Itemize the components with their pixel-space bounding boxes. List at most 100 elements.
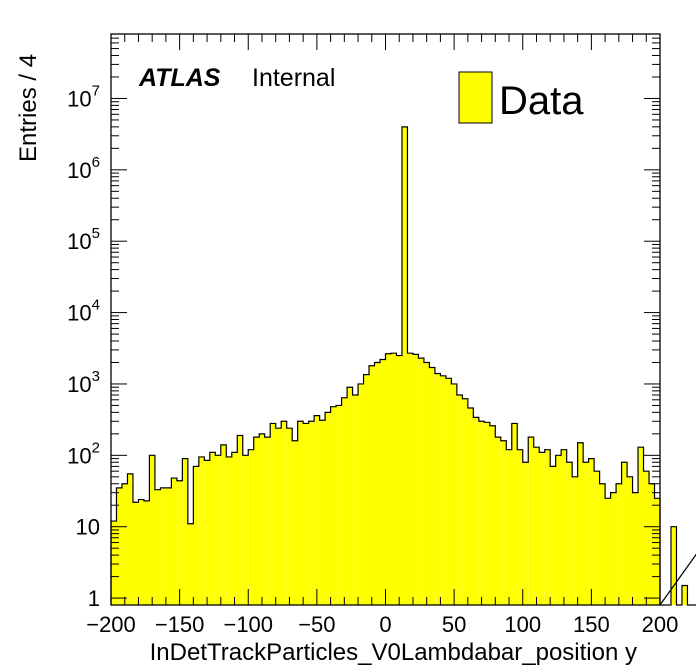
- histogram-bar: [380, 359, 386, 605]
- histogram-bar: [500, 440, 507, 605]
- histogram-bar: [385, 353, 391, 605]
- y-tick-label: 10: [76, 515, 100, 540]
- histogram-bar: [594, 471, 600, 605]
- histogram-bar: [369, 365, 375, 605]
- histogram-bar: [440, 375, 446, 605]
- y-axis-ticks: [111, 33, 660, 599]
- histogram-bar: [171, 478, 177, 605]
- atlas-label: ATLAS: [138, 64, 221, 92]
- histogram-bar: [319, 420, 326, 605]
- y-tick-label: 104: [67, 297, 100, 326]
- histogram-bar: [347, 387, 353, 605]
- x-axis-tick-labels: −200 −150 −100 −50 0 50 100 150 200: [86, 612, 678, 637]
- histogram-bar: [610, 492, 617, 605]
- histogram-bar: [489, 425, 496, 605]
- histogram-bar: [434, 373, 441, 605]
- histogram-bar: [154, 489, 161, 605]
- histogram-bar: [248, 449, 254, 605]
- histogram-bar: [215, 455, 221, 605]
- histogram-bar: [555, 455, 562, 605]
- histogram-bar: [451, 383, 457, 605]
- y-tick-label: 103: [67, 368, 100, 397]
- histogram-bar: [237, 435, 243, 605]
- histogram-bar: [358, 383, 364, 605]
- x-axis-ticks: [110, 34, 661, 605]
- x-tick-label: 200: [642, 612, 679, 637]
- histogram-bar: [401, 126, 408, 605]
- histogram-bar: [517, 449, 523, 605]
- histogram-bar: [149, 455, 155, 605]
- x-tick-label: −150: [155, 612, 205, 637]
- histogram-bar: [396, 355, 402, 605]
- legend-label: Data: [499, 79, 584, 123]
- y-axis-title: Entries / 4: [15, 54, 42, 162]
- histogram-bar: [550, 466, 556, 605]
- histogram-bar: [160, 487, 166, 605]
- histogram-bar: [314, 415, 320, 605]
- y-tick-label: 107: [67, 82, 100, 111]
- histogram-bar: [495, 437, 501, 605]
- histogram-bar: [336, 405, 342, 605]
- histogram-bar: [649, 483, 655, 605]
- histogram-bar: [253, 437, 260, 605]
- histogram-bar: [561, 449, 567, 605]
- histogram-bar: [572, 476, 578, 605]
- y-tick-label: 106: [67, 154, 100, 183]
- y-axis-tick-labels: 1 10 102 103 104 105 106 107: [67, 82, 100, 611]
- x-tick-label: 100: [504, 612, 541, 637]
- histogram-bar: [621, 462, 628, 605]
- histogram-bar: [341, 397, 348, 605]
- atlas-status-label: Internal: [252, 64, 335, 92]
- histogram-bar: [182, 458, 188, 605]
- histogram-bar: [511, 423, 518, 605]
- histogram-bar: [588, 458, 595, 605]
- histogram-bar: [303, 423, 309, 605]
- histogram-bar: [116, 487, 122, 605]
- histogram-bar: [297, 421, 304, 605]
- x-tick-label: −200: [86, 612, 136, 637]
- x-axis-title: InDetTrackParticles_V0Lambdabar_position…: [150, 639, 637, 666]
- histogram-bars: [110, 126, 696, 606]
- y-tick-label: 105: [67, 225, 100, 254]
- histogram-bar: [445, 378, 452, 605]
- histogram-bar: [281, 421, 287, 605]
- histogram-bar: [654, 498, 660, 605]
- histogram-bar: [528, 437, 534, 605]
- histogram-bar: [478, 421, 485, 605]
- histogram-bar: [412, 354, 419, 605]
- histogram-bar: [522, 462, 529, 605]
- histogram-bar: [270, 423, 276, 605]
- y-tick-label: 1: [88, 586, 100, 611]
- histogram-bar: [220, 444, 227, 605]
- x-tick-label: −50: [298, 612, 335, 637]
- x-tick-label: −100: [223, 612, 273, 637]
- histogram-bar: [198, 456, 205, 605]
- histogram-bar: [616, 483, 622, 605]
- histogram-bar: [423, 362, 430, 605]
- histogram-bar: [577, 442, 584, 605]
- histogram-bar: [165, 487, 172, 605]
- histogram-bar: [259, 433, 265, 605]
- histogram-bar: [325, 412, 331, 605]
- histogram-bar: [544, 449, 551, 605]
- histogram-bar: [127, 473, 133, 605]
- histogram-bar: [176, 480, 183, 605]
- histogram-bar: [143, 500, 150, 605]
- histogram-bar: [374, 362, 381, 605]
- histogram-bar: [418, 358, 424, 605]
- histogram-bar: [121, 483, 128, 605]
- histogram-bar: [670, 526, 677, 605]
- histogram-bar: [231, 452, 238, 605]
- histogram-bar: [429, 367, 435, 605]
- x-tick-label: 0: [379, 612, 391, 637]
- histogram-bar: [583, 462, 589, 605]
- histogram-bar: [275, 428, 282, 605]
- histogram-bar: [638, 447, 644, 605]
- histogram-bar: [292, 440, 298, 605]
- histogram-bar: [467, 408, 474, 605]
- histogram-bar: [539, 452, 545, 605]
- legend-swatch: [458, 71, 493, 124]
- histogram-bar: [132, 502, 139, 605]
- histogram-bar: [330, 406, 337, 605]
